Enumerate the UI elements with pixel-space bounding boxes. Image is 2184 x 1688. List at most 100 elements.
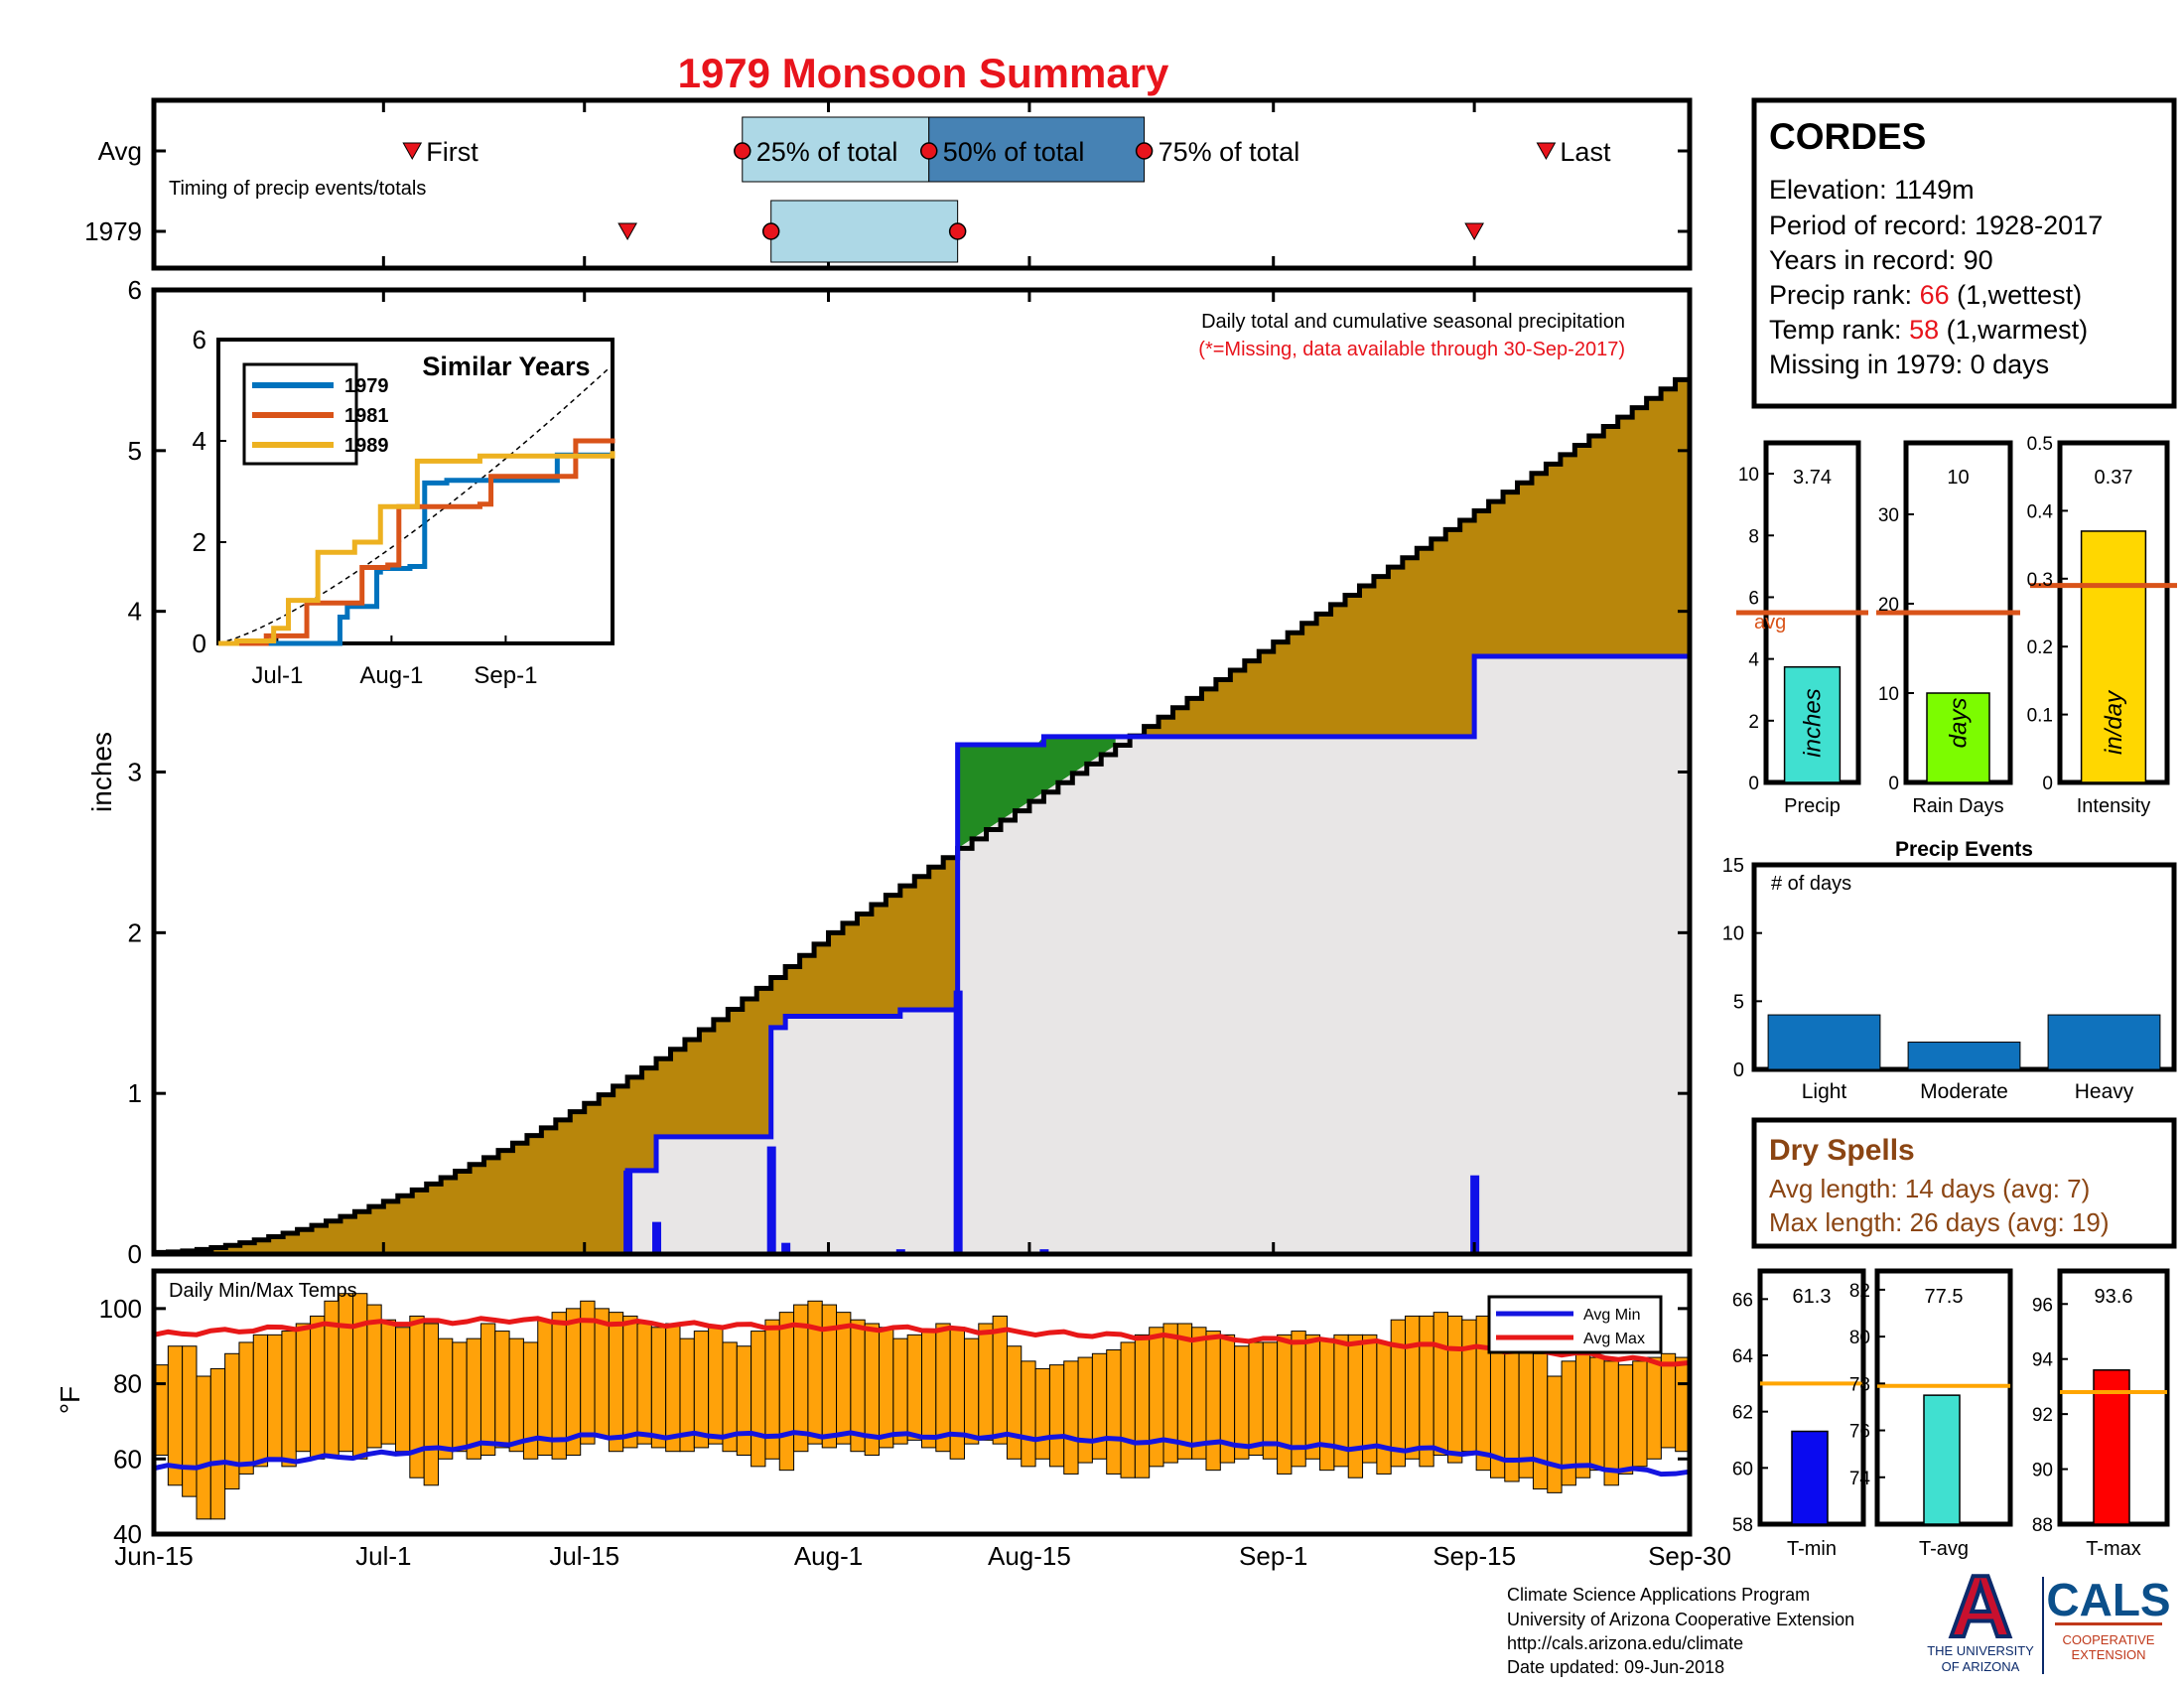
avg-75-label: 75% of total bbox=[1159, 137, 1300, 167]
temp-stat-tick-label: 76 bbox=[1849, 1422, 1870, 1443]
precip-stat-tick-label: 0.4 bbox=[2027, 501, 2054, 522]
daily-temp-bar bbox=[892, 1337, 908, 1445]
logos: A THE UNIVERSITY OF ARIZONA CALS COOPERA… bbox=[1927, 1555, 2171, 1674]
temp-stat-tick-label: 92 bbox=[2032, 1405, 2053, 1426]
station-elevation: Elevation: 1149m bbox=[1769, 175, 1975, 205]
daily-temp-bar bbox=[1063, 1360, 1079, 1475]
daily-temp-bar bbox=[338, 1293, 354, 1453]
precip-rank-value: 66 bbox=[1920, 280, 1950, 310]
daily-temp-bar bbox=[1632, 1360, 1648, 1468]
daily-temp-bar bbox=[1149, 1327, 1164, 1468]
inset-y-tick-label: 2 bbox=[193, 527, 206, 557]
avg-last-label: Last bbox=[1560, 137, 1611, 167]
year-50-marker bbox=[948, 222, 967, 240]
timing-row-label-avg: Avg bbox=[98, 136, 142, 166]
temp-stat-tick-label: 90 bbox=[2032, 1461, 2053, 1481]
daily-temp-bar bbox=[978, 1323, 994, 1441]
daily-temp-bar bbox=[1021, 1360, 1036, 1468]
daily-temp-bar bbox=[238, 1341, 254, 1475]
avg-cumulative-line bbox=[151, 369, 1693, 1255]
x-tick-label: Sep-15 bbox=[1433, 1541, 1516, 1571]
y-tick-label: 4 bbox=[128, 597, 142, 627]
precip-stat-tick-label: 10 bbox=[1878, 684, 1899, 705]
precip-event-tick-label: 10 bbox=[1722, 923, 1744, 945]
temp-stat-label: T-avg bbox=[1919, 1538, 1969, 1560]
dry-spells-title: Dry Spells bbox=[1769, 1134, 1915, 1167]
precip-event-tick-label: 15 bbox=[1722, 855, 1744, 877]
temp-y-tick-label: 40 bbox=[113, 1519, 142, 1549]
precip-stats-panels: 3.74 inches Precip 0 2 4 6 8 10 avg 10 days Rain Day… bbox=[1736, 434, 2177, 817]
legend-avg-max-label: Avg Max bbox=[1583, 1331, 1645, 1347]
daily-temp-bar bbox=[1248, 1341, 1264, 1457]
daily-temp-bar bbox=[551, 1312, 567, 1460]
daily-temp-bar bbox=[1617, 1364, 1634, 1475]
precip-stat-tick-label: 0 bbox=[1888, 774, 1899, 794]
precip-event-bar bbox=[1907, 1042, 2021, 1070]
avg-50-75-box bbox=[928, 116, 1146, 183]
daily-temp-bar bbox=[693, 1331, 710, 1449]
temp-y-axis-label: °F bbox=[55, 1386, 85, 1414]
avg-25-50-box bbox=[742, 116, 930, 183]
daily-temp-bar bbox=[708, 1327, 724, 1445]
avg-min-line bbox=[153, 1430, 1691, 1477]
excess-precip-area bbox=[957, 736, 1116, 849]
temp-stat-tick-label: 82 bbox=[1849, 1281, 1870, 1302]
chart-annotation-note: (*=Missing, data available through 30-Se… bbox=[1198, 339, 1625, 360]
inset-title: Similar Years bbox=[422, 352, 590, 381]
precip-stat-bar bbox=[1926, 692, 1990, 783]
x-tick-label: Jul-15 bbox=[549, 1541, 619, 1571]
daily-temp-bar bbox=[537, 1319, 553, 1456]
avg-max-line bbox=[153, 1316, 1691, 1367]
daily-temp-bar bbox=[380, 1319, 397, 1445]
station-precip-rank: Precip rank: 66 (1,wettest) bbox=[1769, 280, 2082, 310]
inset-avg-dashed-line bbox=[217, 367, 610, 644]
daily-temp-bar bbox=[1390, 1319, 1407, 1468]
precip-event-bar bbox=[1767, 1014, 1881, 1070]
daily-precip-bar bbox=[652, 1221, 662, 1254]
chart-annotation: Daily total and cumulative seasonal prec… bbox=[1201, 311, 1625, 333]
daily-temp-bar bbox=[1660, 1352, 1677, 1449]
temp-y-tick-label: 100 bbox=[99, 1294, 142, 1324]
daily-temp-bar bbox=[1034, 1367, 1050, 1460]
precip-stat-value: 10 bbox=[1947, 467, 1969, 489]
year-25-marker bbox=[761, 222, 780, 240]
precip-events-title: Precip Events bbox=[1895, 838, 2033, 861]
temp-stat-bar bbox=[1791, 1430, 1829, 1525]
daily-temp-bar bbox=[751, 1331, 766, 1468]
daily-temp-bar bbox=[452, 1341, 468, 1453]
year-last-marker bbox=[1464, 222, 1484, 241]
avg-last-marker bbox=[1536, 142, 1557, 161]
daily-temp-bar bbox=[963, 1337, 980, 1445]
precip-stat-bar bbox=[2080, 530, 2147, 783]
daily-temp-bar bbox=[1347, 1334, 1364, 1478]
temp-stat-tick-label: 78 bbox=[1849, 1374, 1870, 1395]
daily-temp-bar bbox=[508, 1337, 524, 1453]
station-temp-rank: Temp rank: 58 (1,warmest) bbox=[1769, 315, 2088, 345]
daily-temp-bar bbox=[807, 1300, 823, 1445]
avg-75-marker bbox=[1135, 142, 1154, 160]
page-title: 1979 Monsoon Summary bbox=[678, 50, 1169, 96]
daily-temp-bar bbox=[423, 1323, 439, 1486]
daily-temp-bar bbox=[879, 1327, 894, 1449]
daily-temp-bar bbox=[1234, 1345, 1250, 1460]
precip-event-bar bbox=[2047, 1014, 2161, 1070]
avg-50-marker bbox=[919, 142, 938, 160]
temp-stat-value: 93.6 bbox=[2095, 1286, 2133, 1308]
daily-temp-bar bbox=[594, 1308, 610, 1438]
station-info-box: CORDES Elevation: 1149m Period of record… bbox=[1751, 97, 2177, 409]
year-cumulative-line bbox=[154, 653, 1690, 1257]
temp-stat-tick-label: 62 bbox=[1732, 1403, 1753, 1424]
temp-y-tick-label: 80 bbox=[113, 1369, 142, 1399]
legend-avg-min-label: Avg Min bbox=[1583, 1307, 1641, 1324]
temp-stat-value: 61.3 bbox=[1793, 1286, 1832, 1308]
precip-stat-tick-label: 0 bbox=[2042, 774, 2053, 794]
daily-temp-bar bbox=[479, 1323, 496, 1456]
timing-row-label-year: 1979 bbox=[84, 216, 142, 246]
cals-logo: CALS COOPERATIVE EXTENSION bbox=[2046, 1574, 2170, 1662]
daily-temp-bar bbox=[1077, 1356, 1093, 1464]
daily-temp-bar bbox=[1319, 1337, 1335, 1472]
daily-temp-bar bbox=[622, 1315, 638, 1449]
cals-wordmark: CALS bbox=[2046, 1574, 2170, 1625]
daily-temp-bar bbox=[1048, 1364, 1065, 1468]
